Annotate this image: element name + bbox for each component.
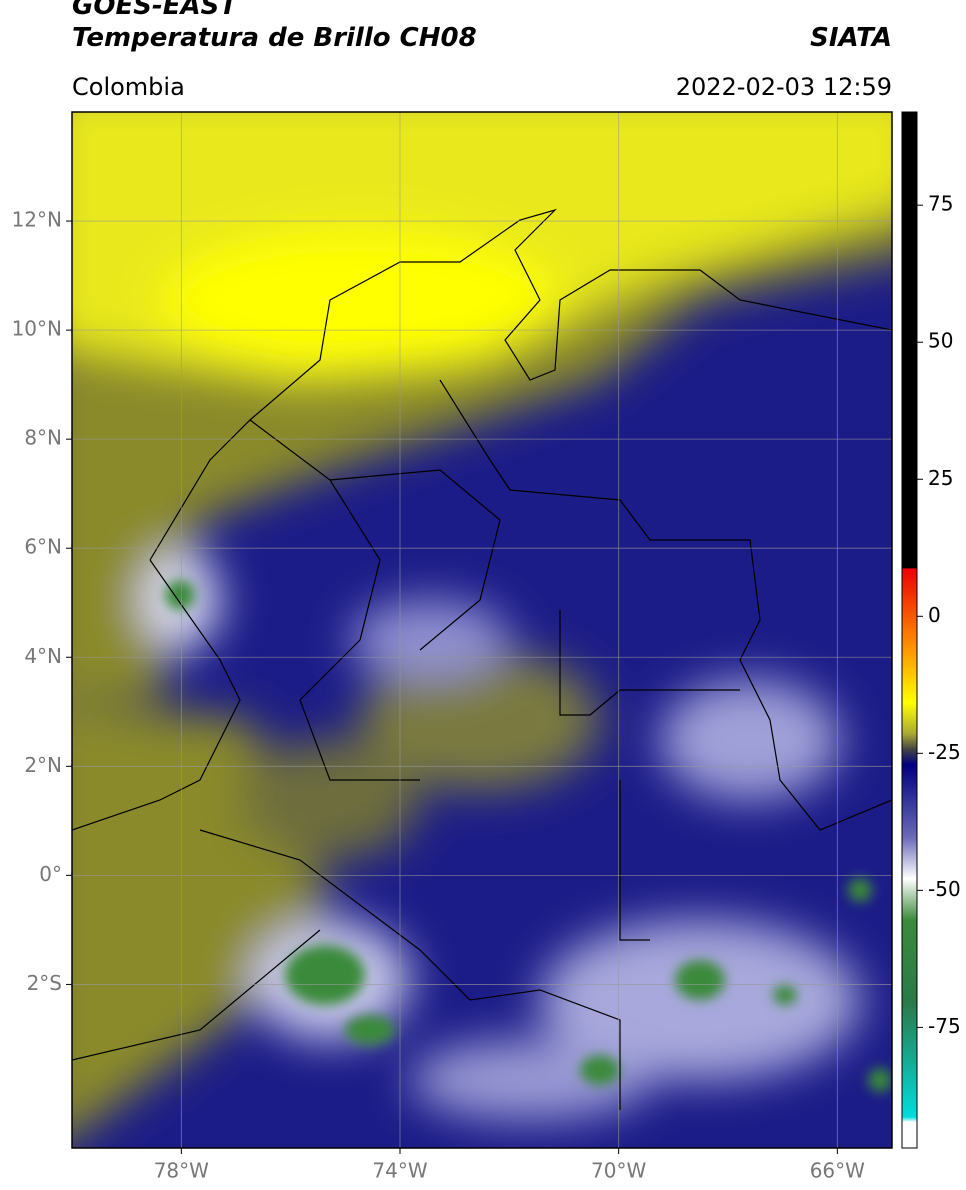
colorbar-tick-label: 25 <box>928 466 953 490</box>
subtitle: Temperatura de Brillo CH08 <box>72 23 477 53</box>
colorbar-tick-label: 50 <box>928 329 953 353</box>
colorbar-tick-label: 0 <box>928 603 941 627</box>
grid <box>72 112 892 1148</box>
x-tick-label: 66°W <box>810 1159 865 1183</box>
x-tick-label: 70°W <box>591 1159 646 1183</box>
x-tick-label: 78°W <box>154 1159 209 1183</box>
y-tick-label: 0° <box>39 862 62 886</box>
y-tick-label: 12°N <box>12 208 62 232</box>
source: SIATA <box>810 23 892 53</box>
colorbar-tick-label: 75 <box>928 192 953 216</box>
y-tick-label: 2°N <box>24 753 62 777</box>
timestamp: 2022-02-03 12:59 <box>676 73 892 101</box>
y-tick-label: 4°N <box>24 644 62 668</box>
colorbar-tick-label: -50 <box>928 877 961 901</box>
satellite-image <box>72 112 892 1148</box>
y-tick-label: 2°S <box>27 971 62 995</box>
y-tick-label: 10°N <box>12 317 62 341</box>
x-tick-label: 74°W <box>372 1159 427 1183</box>
y-tick-label: 8°N <box>24 426 62 450</box>
colorbar-tick-label: -25 <box>928 740 961 764</box>
title: GOES-EAST <box>72 0 239 21</box>
region: Colombia <box>72 73 185 101</box>
y-tick-label: 6°N <box>24 535 62 559</box>
colorbar-tick-label: -75 <box>928 1014 961 1038</box>
colorbar <box>901 111 918 1149</box>
map-frame <box>71 111 893 1149</box>
